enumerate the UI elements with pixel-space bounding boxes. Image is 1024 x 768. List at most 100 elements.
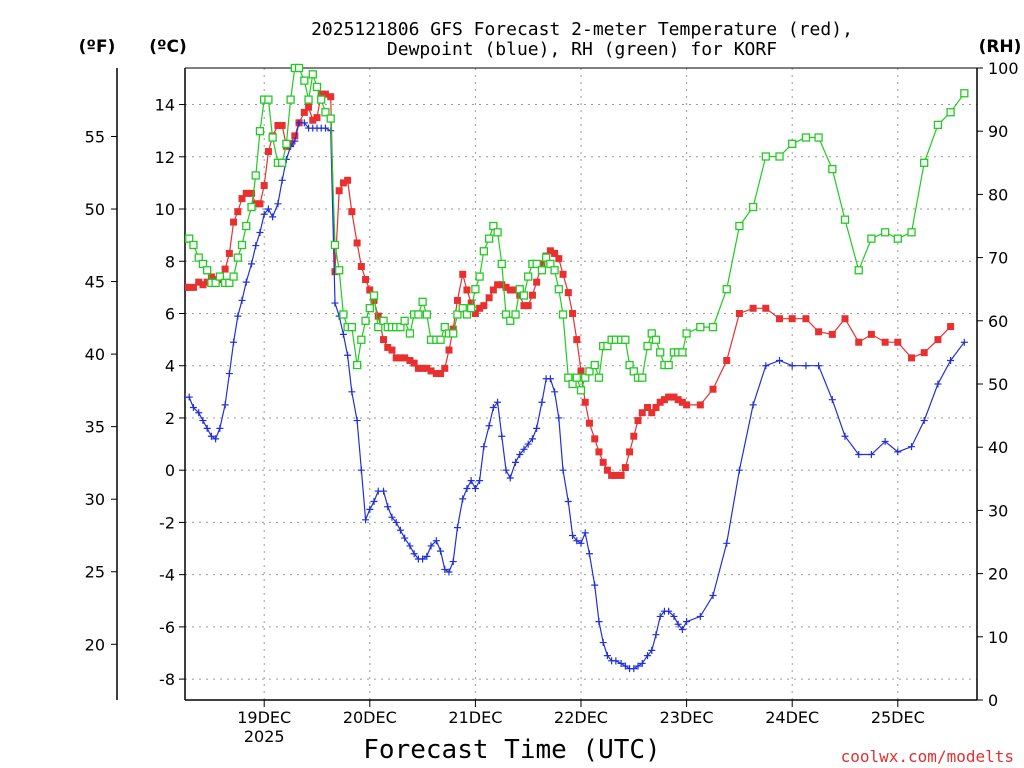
dewpoint-point: [384, 503, 392, 511]
celsius-tick-label: 8: [165, 252, 175, 271]
dewpoint-point: [908, 443, 916, 451]
rh-point: [594, 373, 604, 382]
dewpoint-point: [855, 451, 863, 459]
rh-point: [801, 133, 811, 142]
temperature-point: [357, 262, 365, 270]
temperature-point: [815, 328, 823, 336]
dewpoint-point: [506, 474, 514, 482]
temperature-point: [626, 448, 634, 456]
temperature-point: [867, 330, 875, 338]
dewpoint-point: [216, 424, 224, 432]
rh-point: [537, 266, 547, 275]
dewpoint-point: [242, 278, 250, 286]
dewpoint-line: [185, 122, 965, 670]
temperature-point: [309, 116, 317, 124]
rh-point: [814, 133, 823, 142]
temperature-point: [617, 471, 625, 479]
dewpoint-point: [498, 432, 506, 440]
dewpoint-point: [392, 518, 400, 526]
dewpoint-point: [453, 524, 461, 532]
dewpoint-point: [189, 404, 197, 412]
temperature-point: [449, 325, 457, 333]
dewpoint-point: [234, 312, 242, 320]
temperature-point: [339, 179, 347, 187]
dewpoint-point: [221, 401, 229, 409]
rh-point: [576, 386, 586, 395]
rh-point: [304, 95, 313, 104]
dewpoint-point: [252, 242, 260, 250]
temperature-point: [512, 286, 520, 294]
temperature-point: [489, 286, 497, 294]
rh-point: [268, 133, 277, 142]
rh-point: [286, 95, 295, 104]
fahrenheit-tick-label: 35: [85, 418, 105, 437]
rh-point: [647, 329, 656, 338]
temperature-point: [185, 283, 193, 291]
rh-point: [550, 266, 559, 275]
temperature-point: [569, 309, 577, 317]
credit-link[interactable]: coolwx.com/modelts: [841, 747, 1014, 766]
rh-tick-label: 60: [988, 312, 1008, 331]
rh-point: [211, 278, 220, 288]
dewpoint-point: [441, 565, 449, 573]
temperature-point: [317, 90, 325, 98]
fahrenheit-axis-unit: (ºF): [79, 37, 116, 57]
temperature-point: [248, 189, 256, 197]
temperature-point: [546, 247, 554, 255]
dewpoint-point: [291, 137, 299, 145]
temperature-point: [603, 466, 611, 474]
dewpoint-point: [260, 210, 268, 218]
temperature-point: [374, 312, 382, 320]
temperature-point: [221, 265, 229, 273]
rh-point: [546, 259, 555, 269]
rh-point: [643, 341, 652, 351]
rh-point: [497, 259, 506, 269]
celsius-tick-label: 4: [165, 357, 175, 376]
rh-point: [946, 108, 955, 117]
temperature-point: [459, 270, 467, 278]
rh-point: [352, 360, 362, 370]
dewpoint-point: [815, 362, 823, 370]
dewpoint-point: [573, 537, 581, 545]
rh-point: [189, 240, 198, 250]
rh-point: [532, 259, 541, 269]
temperature-point: [648, 409, 656, 417]
dewpoint-point: [502, 466, 510, 474]
temperature-point: [683, 401, 691, 409]
rh-point: [418, 297, 427, 306]
fahrenheit-tick-label: 55: [85, 127, 105, 146]
dewpoint-point: [788, 362, 796, 370]
temperature-point: [894, 338, 902, 346]
dewpoint-point: [591, 581, 599, 589]
rh-point: [422, 310, 431, 319]
celsius-tick-label: 0: [165, 461, 175, 480]
rh-point: [400, 316, 409, 325]
rh-point: [264, 95, 273, 104]
rh-point: [374, 322, 383, 332]
dewpoint-point: [485, 422, 493, 430]
temperature-point: [388, 346, 396, 354]
rh-tick-label: 10: [988, 628, 1008, 647]
temperature-point: [608, 471, 616, 479]
temperature-point: [305, 103, 313, 111]
temperature-point: [749, 304, 757, 312]
rh-point: [194, 253, 203, 262]
temperature-point: [908, 354, 916, 362]
temperature-point: [437, 370, 445, 378]
rh-point: [638, 373, 647, 382]
rh-point: [347, 322, 356, 332]
temperature-point: [855, 338, 863, 346]
temperature-point: [252, 200, 260, 208]
x-tick-label: 25DEC: [871, 708, 925, 727]
dewpoint-point: [644, 652, 652, 660]
temperature-point: [414, 364, 422, 372]
temperature-point: [445, 346, 453, 354]
chart-title-line1: 2025121806 GFS Forecast 2-meter Temperat…: [311, 19, 853, 40]
temperature-point: [300, 108, 308, 116]
dewpoint-point: [638, 659, 646, 667]
rh-tick-label: 80: [988, 185, 1008, 204]
dewpoint-point: [230, 338, 238, 346]
rh-point: [651, 335, 661, 344]
rh-point: [682, 329, 691, 338]
temperature-point: [406, 356, 414, 364]
